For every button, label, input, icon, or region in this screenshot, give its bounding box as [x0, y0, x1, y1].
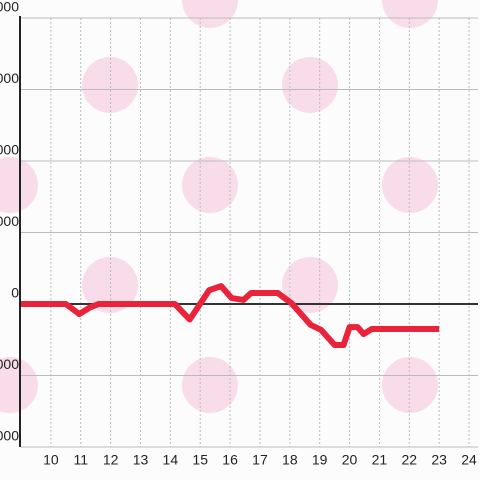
- x-tick-label: 20: [342, 452, 358, 468]
- x-tick-label: 15: [192, 452, 208, 468]
- x-tick-label: 21: [372, 452, 388, 468]
- y-tick-label: -3,000: [0, 356, 19, 372]
- y-tick-label: 0: [11, 285, 19, 301]
- line-series: [21, 283, 440, 348]
- x-tick-label: 12: [103, 452, 119, 468]
- x-tick-label: 17: [252, 452, 268, 468]
- x-tick-label: 18: [282, 452, 298, 468]
- y-tick-label: 6,000: [0, 142, 19, 158]
- x-tick-label: 16: [222, 452, 238, 468]
- x-tick-label: 24: [461, 452, 477, 468]
- y-tick-label: 12,000: [0, 0, 19, 15]
- x-tick-label: 19: [312, 452, 328, 468]
- watermarks: [0, 0, 438, 413]
- x-tick-label: 22: [402, 452, 418, 468]
- x-tick-label: 14: [163, 452, 179, 468]
- y-tick-label: 9,000: [0, 70, 19, 86]
- x-tick-label: 13: [133, 452, 149, 468]
- x-tick-label: 23: [431, 452, 447, 468]
- y-tick-label: -6,000: [0, 428, 19, 444]
- x-tick-label: 10: [43, 452, 59, 468]
- x-tick-label: 11: [73, 452, 88, 468]
- y-tick-label: 3,000: [0, 213, 19, 229]
